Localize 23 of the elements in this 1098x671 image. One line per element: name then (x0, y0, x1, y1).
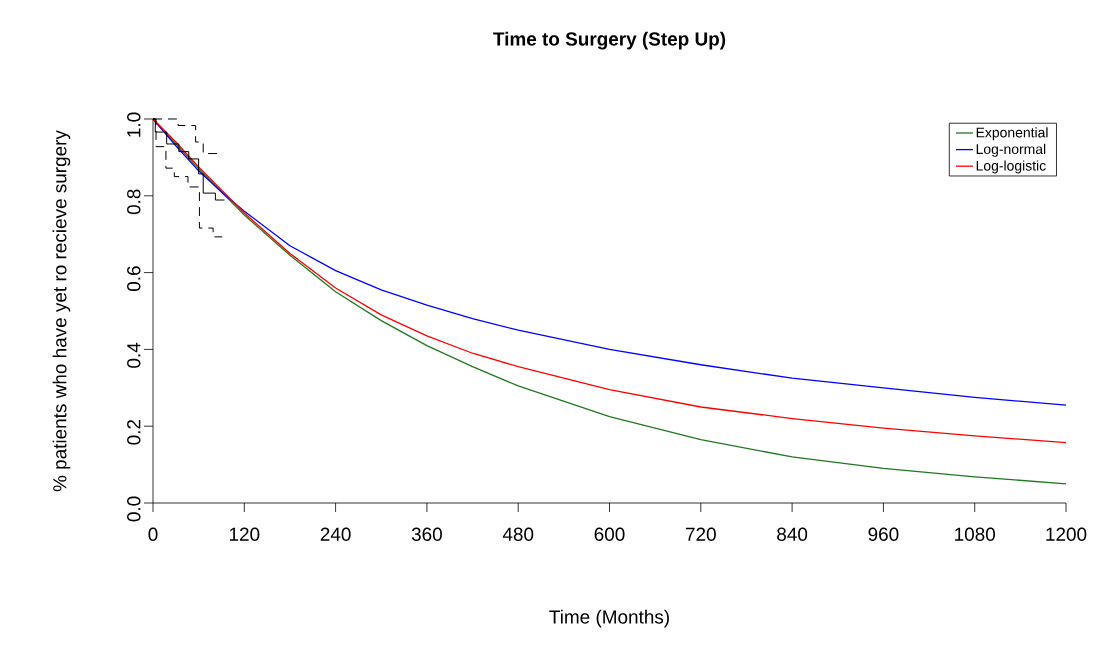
x-tick-label: 360 (411, 527, 442, 541)
y-tick-label: 0.6 (127, 266, 141, 292)
y-tick-label: 0.8 (127, 189, 141, 215)
x-tick-label: 120 (229, 527, 260, 541)
chart-title: Time to Surgery (Step Up) (493, 31, 726, 50)
x-tick-label: 1080 (955, 527, 996, 541)
y-tick-label: 0.2 (127, 419, 141, 445)
x-tick-label: 0 (148, 527, 158, 541)
x-tick-label: 960 (868, 527, 899, 541)
y-axis-title: % patients who have yet ro recieve surgery (52, 130, 71, 492)
x-tick-label: 240 (320, 527, 351, 541)
x-tick-label: 480 (502, 527, 534, 541)
x-tick-label: 720 (685, 527, 716, 541)
legend-label: Log-normal (976, 143, 1046, 157)
y-tick-label: 0.4 (127, 342, 141, 368)
y-tick-label: 1.0 (127, 112, 141, 137)
x-tick-label: 600 (594, 527, 625, 541)
x-tick-label: 840 (777, 527, 808, 541)
legend-label: Exponential (976, 127, 1048, 141)
x-axis-title: Time (Months) (549, 609, 669, 628)
y-tick-label: 0.0 (127, 496, 141, 522)
legend-label: Log-logistic (976, 160, 1046, 174)
x-tick-label: 1200 (1046, 527, 1087, 541)
